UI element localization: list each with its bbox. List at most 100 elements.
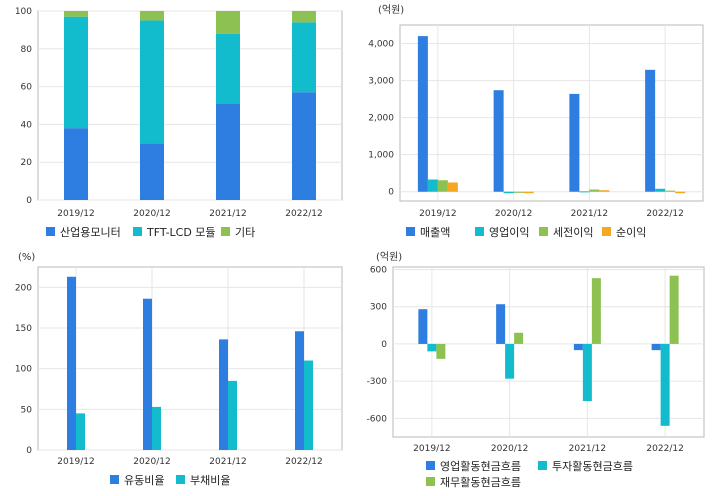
x-tick-label: 2022/12 (646, 444, 683, 454)
bar (505, 343, 515, 379)
bar (427, 179, 438, 192)
y-tick-label: 1,000 (368, 151, 394, 161)
legend-swatch (406, 227, 415, 236)
legend-swatch (110, 475, 119, 484)
unit-label: (%) (18, 252, 35, 263)
legend-label: 매출액 (420, 226, 450, 239)
legend-label: 영업이익 (489, 226, 529, 239)
bar (292, 22, 316, 93)
bar (496, 304, 506, 344)
y-tick-label: 20 (21, 158, 33, 168)
legend-swatch (176, 475, 185, 484)
bar (437, 180, 448, 192)
bar (589, 189, 600, 192)
legend-swatch (133, 227, 142, 236)
legend-label: 재무활동현금흐름 (440, 475, 521, 489)
legend-label: 순이익 (616, 226, 646, 239)
y-tick-label: -600 (367, 414, 388, 424)
bar (228, 380, 237, 450)
bar (513, 191, 524, 193)
y-tick-label: 2,000 (368, 114, 394, 124)
y-tick-label: 300 (370, 303, 387, 313)
y-tick-label: 100 (15, 7, 32, 17)
bar (665, 190, 676, 192)
cashflow-chart: -600 -300 0 300 600 2019/12 2020/12 2021/12 2022… (367, 251, 705, 489)
legend-label: 산업용모니터 (60, 226, 121, 239)
bar (219, 339, 228, 450)
bar (67, 276, 76, 450)
bar (216, 103, 240, 200)
bar (493, 90, 504, 192)
y-tick-label: 100 (15, 365, 32, 375)
legend-label: 세전이익 (553, 226, 593, 239)
bar (64, 16, 88, 129)
liquidity-ratio-chart: 0 50 100 150 200 2019/12 2020/12 2021/12 2022/12… (15, 252, 343, 487)
bar (591, 278, 601, 344)
bar (64, 11, 88, 17)
bar (304, 360, 313, 450)
x-tick-label: 2021/12 (569, 444, 606, 454)
bar (418, 309, 428, 344)
bar (645, 69, 656, 192)
x-tick-label: 2020/12 (133, 457, 170, 467)
y-tick-label: 60 (21, 83, 33, 93)
bar (669, 275, 679, 344)
y-tick-label: 200 (15, 283, 32, 293)
y-tick-label: 0 (26, 446, 32, 456)
bar (573, 343, 583, 351)
bar (447, 182, 458, 192)
bar (675, 191, 686, 194)
bar (427, 343, 437, 352)
bar (216, 11, 240, 34)
legend-label: TFT-LCD 모듈 (146, 226, 216, 239)
x-tick-label: 2020/12 (133, 209, 170, 219)
y-tick-label: 0 (381, 340, 387, 350)
bar (569, 93, 580, 192)
bar (76, 413, 85, 450)
legend-swatch (475, 227, 484, 236)
legend-label: 투자활동현금흐름 (552, 459, 633, 473)
x-tick-label: 2019/12 (419, 209, 456, 219)
bar (295, 331, 304, 450)
bar (216, 33, 240, 104)
y-tick-label: 0 (26, 196, 32, 206)
unit-label: (억원) (376, 251, 402, 263)
bar (417, 36, 428, 192)
bar (292, 92, 316, 200)
x-tick-label: 2022/12 (646, 209, 683, 219)
bar (579, 191, 590, 193)
legend-label: 기타 (235, 226, 255, 239)
legend-label: 유동비율 (124, 474, 164, 487)
y-tick-label: 40 (21, 120, 33, 130)
y-tick-label: -300 (367, 377, 388, 387)
y-tick-label: 3,000 (368, 77, 394, 87)
legend-swatch (426, 461, 435, 470)
legend-swatch (221, 227, 230, 236)
bar (143, 298, 152, 450)
bar (523, 191, 534, 194)
bar (599, 190, 610, 192)
y-tick-label: 0 (388, 188, 394, 198)
legend-swatch (602, 227, 611, 236)
bar (582, 343, 592, 402)
plot-frame (37, 10, 343, 201)
legend-swatch (538, 461, 547, 470)
y-tick-label: 4,000 (368, 40, 394, 50)
legend-swatch (426, 477, 435, 486)
bar (140, 143, 164, 200)
x-tick-label: 2021/12 (571, 209, 608, 219)
bar (292, 11, 316, 23)
bar (140, 11, 164, 21)
y-tick-label: 150 (15, 324, 32, 334)
bar (651, 343, 661, 351)
bar (660, 343, 670, 426)
y-tick-label: 600 (370, 265, 387, 275)
legend-label: 부채비율 (190, 474, 230, 487)
sales-composition-chart: 0 20 40 60 80 100 2019/12 2020/12 2021/12 2022/12… (15, 7, 343, 239)
bar (140, 20, 164, 144)
x-tick-label: 2019/12 (57, 209, 94, 219)
x-tick-label: 2020/12 (491, 444, 528, 454)
y-tick-label: 50 (21, 405, 33, 415)
x-tick-label: 2019/12 (57, 457, 94, 467)
